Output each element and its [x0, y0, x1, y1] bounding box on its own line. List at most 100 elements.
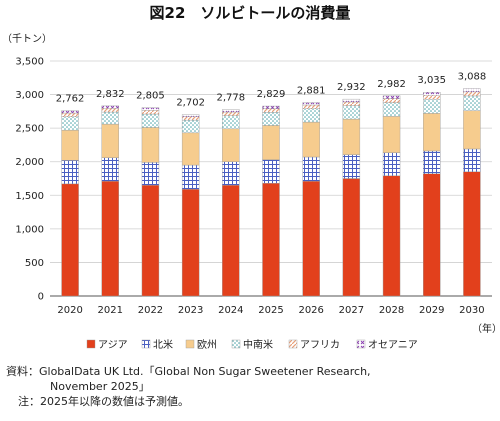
bar-segment: [423, 92, 441, 96]
bar-segment: [463, 171, 481, 297]
total-label: 2,829: [257, 89, 286, 100]
bar-segment: [61, 110, 79, 114]
x-tick-label: 2026: [298, 305, 323, 316]
bar-segment: [262, 159, 280, 184]
bar-segment: [302, 121, 320, 158]
bar-segment: [181, 116, 200, 121]
y-tick-label: 3,500: [15, 57, 44, 68]
bar-segment: [382, 175, 401, 297]
y-tick-label: 1,000: [15, 224, 44, 235]
total-labels: 2,762 2,832 2,805 2,702 2,778 2,829 2,881 2,932…: [56, 72, 486, 109]
bar-segment: [262, 112, 280, 126]
bar-segment: [342, 101, 361, 106]
bar-segment: [222, 185, 240, 297]
legend: アジア 北米 欧州 中南米 アフリカ オセアニア: [86, 338, 418, 351]
total-label: 3,088: [458, 72, 487, 83]
bar-segment: [222, 115, 240, 130]
bar-segment: [61, 116, 79, 131]
legend-label: アフリカ: [300, 339, 340, 351]
bar-segment: [181, 132, 200, 166]
bar-segment: [141, 110, 160, 115]
total-label: 2,881: [297, 86, 326, 97]
bar-segment: [101, 111, 119, 125]
bar-segment: [141, 185, 160, 297]
x-ticks: 2020 2021 2022 2023 2024 2025 2026 2027 2028 2029…: [57, 305, 484, 316]
x-tick-label: 2020: [57, 305, 82, 316]
bar-segment: [101, 105, 119, 109]
y-tick-label: 0: [38, 292, 44, 303]
y-tick-label: 1,500: [15, 191, 44, 202]
bar-segment: [61, 160, 79, 185]
bar-segment: [342, 178, 361, 297]
bar-segment: [262, 182, 280, 297]
y-tick-label: 2,000: [15, 157, 44, 168]
bar-segment: [222, 109, 240, 113]
bar-segment: [222, 128, 240, 162]
bar-segment: [382, 152, 401, 177]
bar-segment: [423, 113, 441, 152]
total-label: 2,778: [216, 92, 245, 103]
bar-segment: [463, 110, 481, 150]
bar-segment: [141, 107, 160, 111]
stacked-bar-chart: 図22 ソルビトールの消費量 （千トン） （年） 0 500 1,000 1,500 2…: [2, 4, 500, 351]
bar-segment: [463, 91, 481, 97]
legend-label: 北米: [153, 338, 173, 351]
bar-segment: [262, 125, 280, 160]
source-line-1: 資料：GlobalData UK Ltd.「Global Non Sugar S…: [6, 365, 371, 378]
note-line: 注：2025年以降の数値は予測値。: [18, 395, 189, 408]
x-tick-label: 2029: [419, 305, 444, 316]
bar-segment: [382, 98, 401, 103]
y-tick-label: 500: [25, 258, 44, 269]
total-label: 2,805: [136, 91, 165, 102]
bar-segment: [302, 108, 320, 123]
bar-segment: [61, 183, 79, 297]
bar-segment: [302, 180, 320, 297]
legend-swatch: [141, 339, 151, 349]
legend-swatch: [231, 339, 241, 349]
bar-segment: [101, 123, 119, 158]
y-tick-label: 2,500: [15, 124, 44, 135]
bar-segment: [181, 189, 200, 297]
x-tick-label: 2024: [218, 305, 243, 316]
x-tick-label: 2028: [379, 305, 404, 316]
legend-swatch: [86, 339, 96, 349]
total-label: 2,762: [56, 94, 85, 105]
bar-segment: [342, 154, 361, 179]
source-line-2: November 2025」: [50, 380, 150, 393]
bar-segment: [101, 108, 119, 113]
total-label: 2,982: [377, 79, 406, 90]
bar-segment: [61, 129, 79, 161]
bar-segment: [181, 164, 200, 190]
legend-swatch: [288, 339, 298, 349]
bar-segment: [342, 98, 361, 103]
bar-segment: [222, 111, 240, 116]
bar-segment: [302, 156, 320, 182]
bar-segment: [382, 95, 401, 99]
legend-label: 欧州: [197, 339, 217, 351]
y-tick-label: 3,000: [15, 90, 44, 101]
bar-segment: [181, 114, 200, 117]
notes: 資料：GlobalData UK Ltd.「Global Non Sugar S…: [6, 364, 496, 409]
bar-segment: [141, 113, 160, 128]
bar-segment: [342, 118, 361, 155]
bars: [61, 88, 481, 297]
bar-segment: [302, 102, 320, 106]
bar-segment: [382, 116, 401, 153]
legend-swatch: [356, 339, 366, 349]
bar-segment: [423, 150, 441, 175]
bar-segment: [101, 180, 119, 297]
legend-label: 中南米: [243, 338, 273, 351]
x-tick-label: 2023: [178, 305, 203, 316]
bar-segment: [141, 127, 160, 163]
total-label: 2,702: [176, 98, 205, 109]
x-tick-label: 2027: [339, 305, 364, 316]
bar-segment: [342, 105, 361, 120]
x-axis-label: （年）: [472, 322, 500, 335]
legend-label: アジア: [98, 340, 128, 351]
bar-segment: [302, 104, 320, 109]
bar-segment: [423, 173, 441, 297]
bar-segment: [101, 157, 119, 182]
bar-segment: [262, 105, 280, 109]
bar-segment: [181, 119, 200, 134]
total-label: 2,932: [337, 82, 366, 93]
